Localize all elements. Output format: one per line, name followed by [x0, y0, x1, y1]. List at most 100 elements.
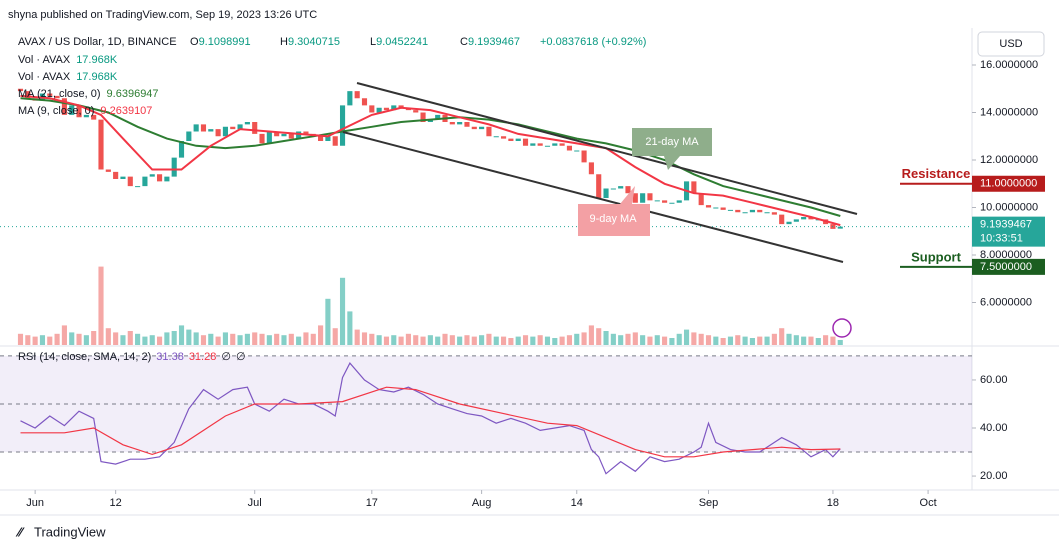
- volume-bar: [698, 333, 704, 345]
- rsi-name: RSI (14, close, SMA, 14, 2): [18, 351, 151, 363]
- x-tick-label: Jun: [26, 497, 44, 509]
- volume-bar: [17, 333, 24, 345]
- volume-bar: [742, 336, 748, 345]
- symbol-info: AVAX / US Dollar, 1D, BINANCE: [18, 36, 177, 48]
- candle-body: [522, 138, 529, 146]
- x-tick-label: 12: [110, 497, 122, 509]
- indicator-value: 17.968K: [76, 54, 118, 66]
- candle-body: [237, 124, 243, 130]
- candle-body: [771, 212, 777, 215]
- candle-body: [303, 131, 309, 134]
- candle-body: [676, 200, 682, 203]
- candle-body: [808, 216, 814, 220]
- y-tick-label: 16.0000000: [980, 59, 1038, 71]
- candle-body: [135, 186, 141, 188]
- volume-bar: [259, 333, 265, 345]
- volume-bar: [493, 336, 499, 345]
- channel-line: [342, 131, 844, 263]
- candle-body: [640, 193, 646, 203]
- volume-bar: [296, 336, 302, 345]
- candle-body: [530, 143, 536, 146]
- volume-bar: [32, 336, 38, 345]
- candle-body: [742, 212, 748, 214]
- volume-bar: [691, 332, 697, 345]
- volume-bar: [735, 335, 741, 345]
- indicator-name: MA (21, close, 0): [18, 88, 101, 100]
- candle-body: [332, 136, 338, 146]
- indicator: MA (9, close, 0) 9.2639107: [18, 105, 152, 117]
- candle-body: [764, 212, 770, 214]
- candle-body: [779, 214, 785, 225]
- ohlc: C9.1939467: [460, 36, 520, 48]
- candle-body: [142, 176, 148, 187]
- candle-body: [281, 133, 287, 137]
- volume-bar: [83, 335, 89, 345]
- volume-bar: [156, 336, 163, 345]
- candle-body: [83, 114, 89, 118]
- y-tick-label: 20.00: [980, 470, 1008, 482]
- candle-body: [793, 219, 799, 222]
- volume-bar: [815, 338, 821, 345]
- volume-bar: [113, 332, 119, 345]
- volume-bar: [186, 329, 192, 345]
- candle-body: [603, 188, 609, 198]
- volume-bar: [471, 336, 477, 345]
- indicator-value: 9.2639107: [100, 105, 152, 117]
- y-tick-label: 10.0000000: [980, 201, 1038, 213]
- level-label: 7.5000000: [980, 261, 1032, 273]
- volume-bar: [127, 331, 133, 345]
- candle-body: [501, 136, 507, 139]
- candle-body: [193, 124, 199, 132]
- volume-bar: [244, 333, 250, 345]
- ohlc: L9.0452241: [370, 36, 428, 48]
- x-tick-label: Jul: [248, 497, 262, 509]
- candle-body: [610, 188, 616, 190]
- candle-body: [391, 105, 397, 111]
- volume-bar: [178, 325, 185, 345]
- candle-body: [654, 200, 660, 202]
- indicator: Vol · AVAX 17.968K: [18, 71, 118, 83]
- volume-bar: [252, 332, 258, 345]
- candle-body: [171, 157, 177, 177]
- volume-bar: [391, 335, 397, 345]
- volume-bar: [581, 332, 587, 345]
- y-tick-label: 6.0000000: [980, 296, 1032, 308]
- logo-mark: ⁄⁄: [15, 524, 25, 539]
- level-name: Support: [911, 249, 961, 264]
- currency-box[interactable]: [977, 31, 1045, 57]
- candle-body: [727, 209, 734, 211]
- indicator-name: Vol · AVAX: [18, 54, 71, 66]
- event-icon[interactable]: [832, 318, 852, 338]
- published: shyna published on TradingView.com, Sep …: [8, 9, 317, 21]
- candle-body: [566, 145, 573, 151]
- volume-bar: [544, 336, 551, 345]
- volume-bar: [522, 335, 529, 345]
- volume-bar: [632, 332, 638, 345]
- candle-body: [574, 150, 580, 152]
- candle-body: [662, 200, 668, 203]
- candle-body: [457, 122, 463, 125]
- candle-body: [625, 186, 631, 194]
- y-tick-label: 60.00: [980, 374, 1008, 386]
- volume-bar: [786, 333, 792, 345]
- volume-bar: [530, 336, 536, 345]
- candle-body: [383, 107, 390, 111]
- volume-bar: [39, 335, 46, 345]
- volume-bar: [47, 336, 53, 345]
- currency[interactable]: USD: [999, 38, 1022, 50]
- candle-body: [698, 193, 704, 206]
- volume-bar: [588, 325, 594, 345]
- volume-bar: [171, 331, 177, 345]
- x-tick-label: 18: [827, 497, 839, 509]
- candle-body: [54, 95, 60, 99]
- level-label: 11.0000000: [980, 178, 1037, 190]
- rsi-value: ∅: [236, 351, 246, 363]
- candle-body: [735, 209, 741, 213]
- candle-body: [398, 105, 404, 108]
- volume-bar: [508, 338, 514, 345]
- candle-body: [552, 143, 558, 146]
- candle-body: [120, 176, 126, 180]
- candle-body: [486, 126, 492, 137]
- volume-bar: [603, 331, 609, 345]
- indicator-name: Vol · AVAX: [18, 71, 71, 83]
